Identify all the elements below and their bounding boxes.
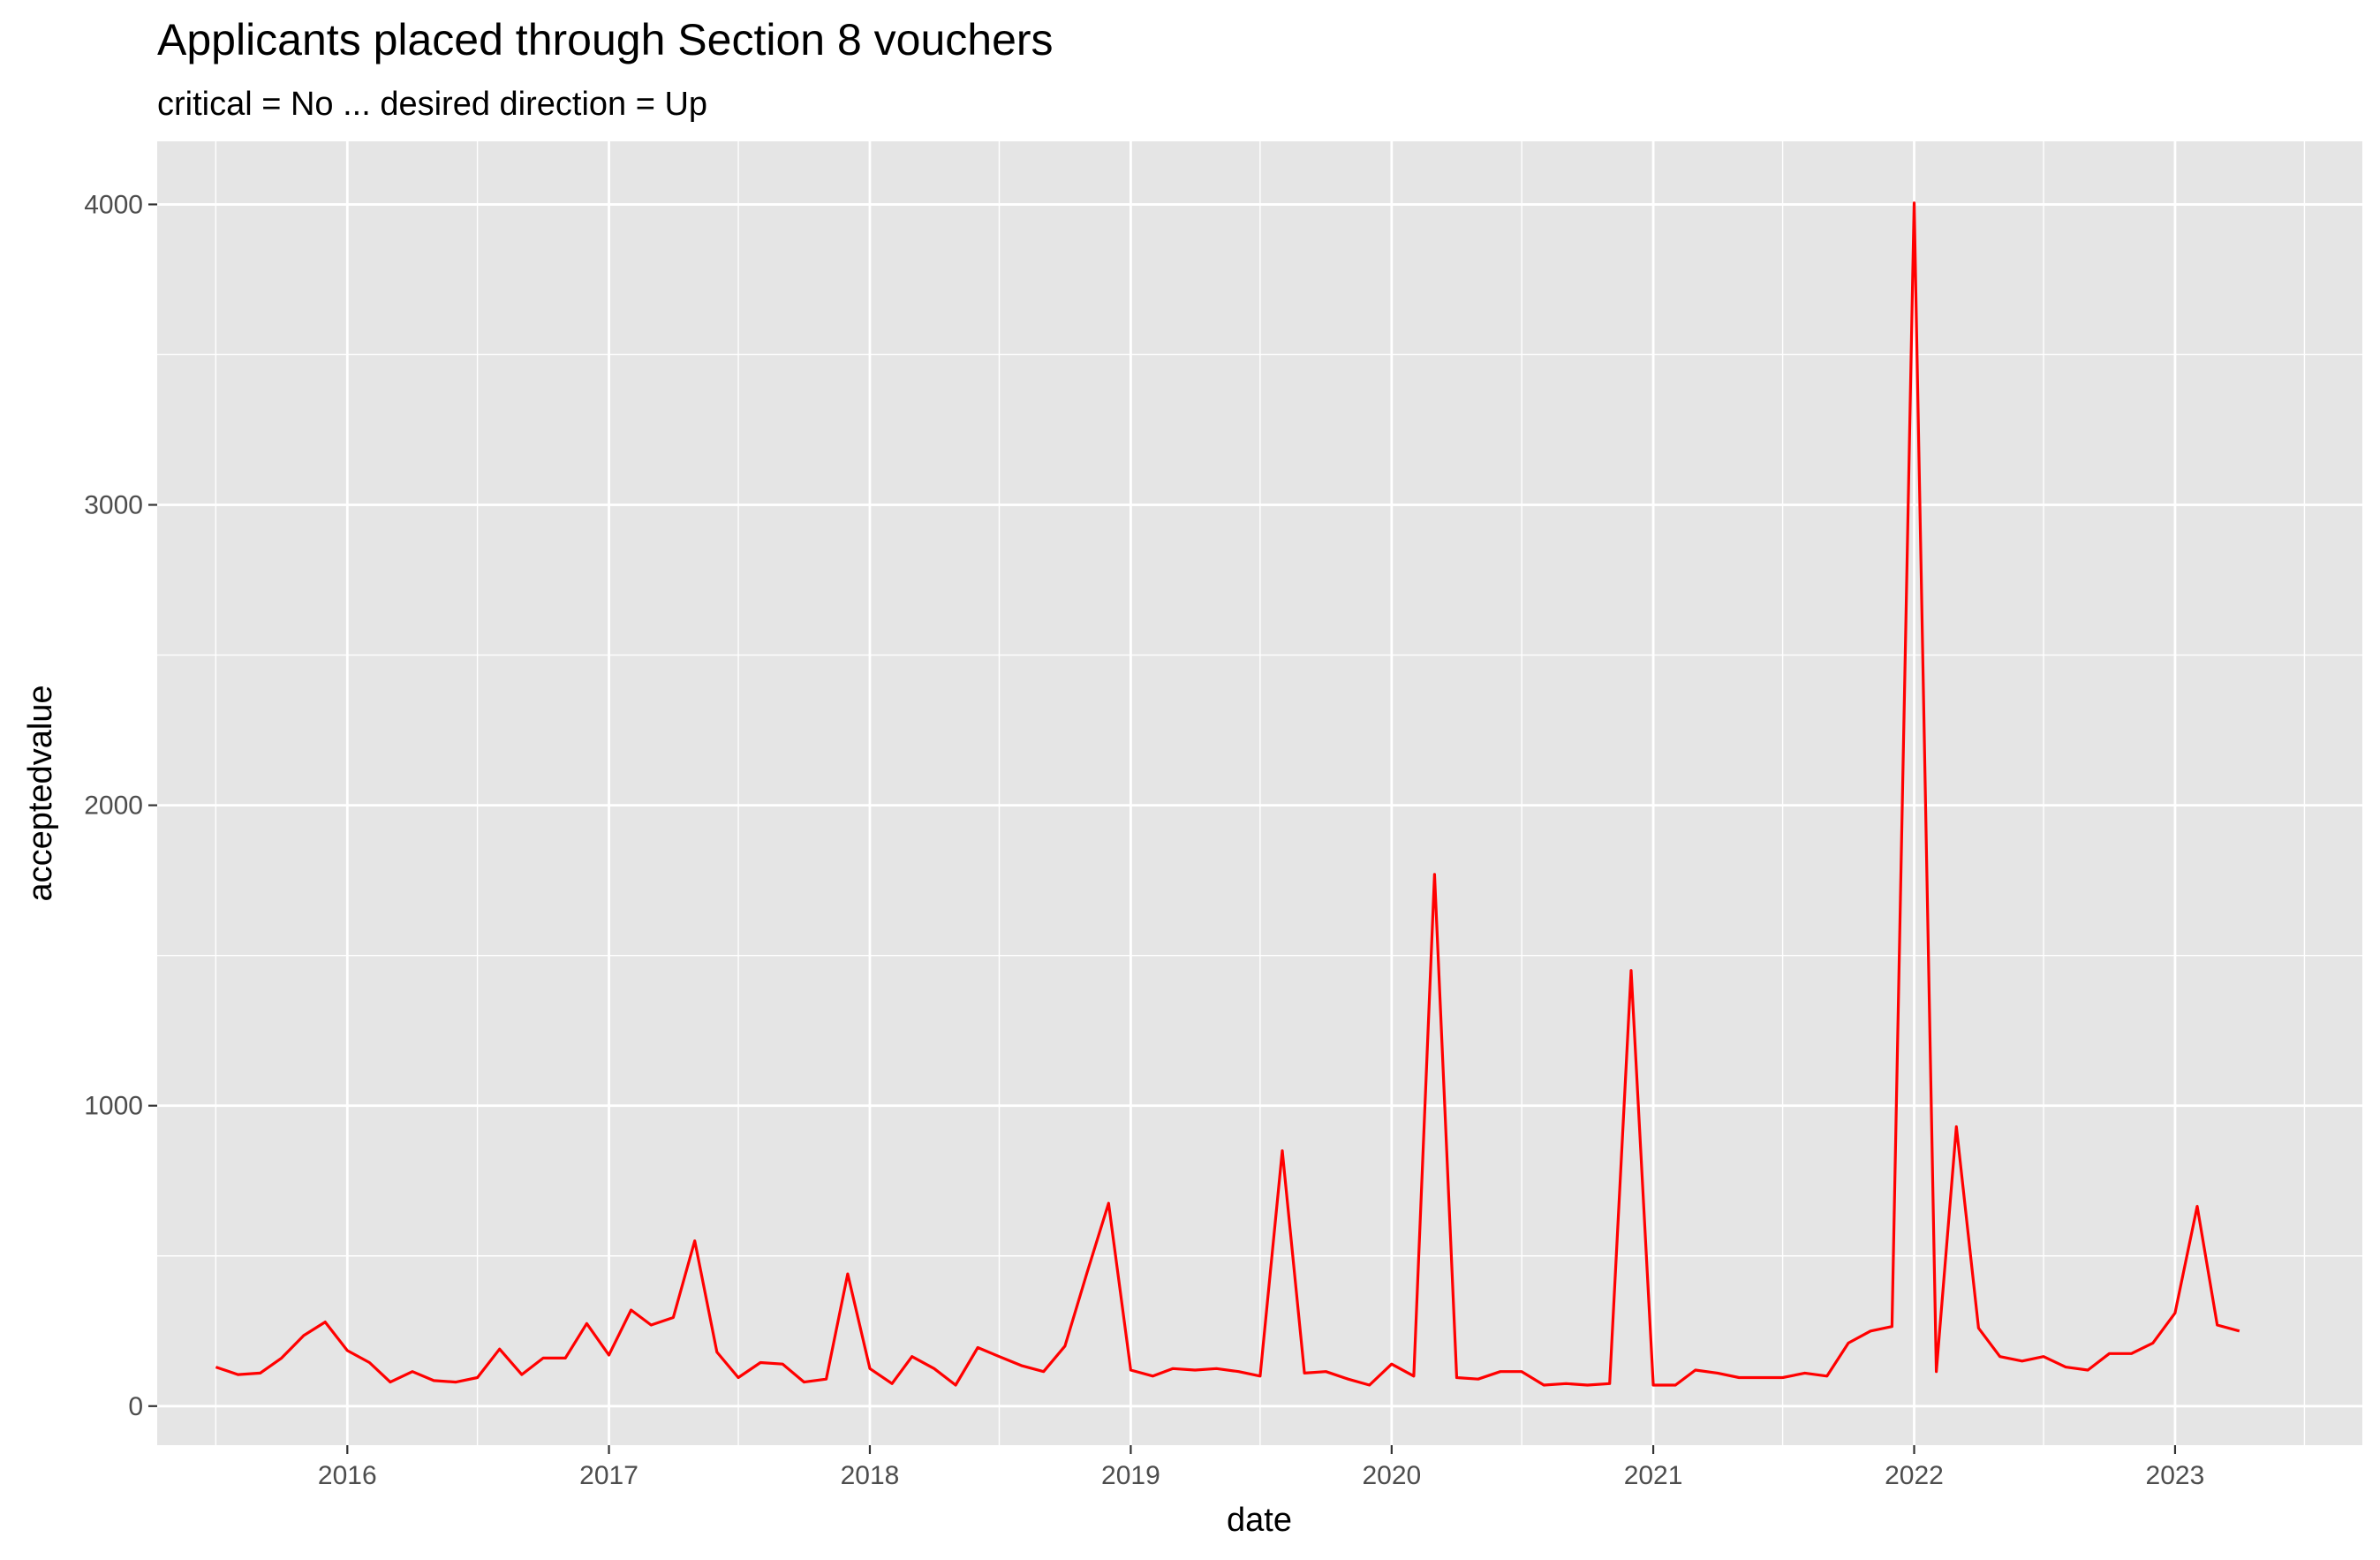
x-tick-label: 2016 [318, 1461, 377, 1490]
x-tick-label: 2022 [1885, 1461, 1944, 1490]
y-tick-label: 0 [128, 1392, 143, 1421]
series-layer [215, 201, 2240, 1387]
x-tick-label: 2020 [1362, 1461, 1421, 1490]
minor-gridlines [157, 141, 2362, 1445]
major-gridlines [157, 141, 2362, 1445]
series-line [215, 201, 2240, 1387]
y-tick-label: 4000 [84, 190, 143, 219]
y-axis: 0 1000 2000 3000 4000 [84, 190, 157, 1421]
chart-subtitle: critical = No ... desired direction = Up [157, 86, 707, 123]
x-tick-label: 2018 [841, 1461, 900, 1490]
x-tick-label: 2019 [1101, 1461, 1160, 1490]
x-tick-label: 2023 [2146, 1461, 2205, 1490]
y-tick-label: 3000 [84, 491, 143, 520]
x-tick-label: 2017 [579, 1461, 638, 1490]
x-axis-title: date [1227, 1502, 1292, 1539]
y-axis-title: acceptedvalue [22, 685, 59, 901]
y-tick-label: 2000 [84, 791, 143, 821]
x-tick-label: 2021 [1624, 1461, 1683, 1490]
chart-title: Applicants placed through Section 8 vouc… [157, 15, 1054, 64]
x-axis: 2016 2017 2018 2019 2020 2021 2022 2023 [318, 1445, 2204, 1490]
y-tick-label: 1000 [84, 1092, 143, 1121]
